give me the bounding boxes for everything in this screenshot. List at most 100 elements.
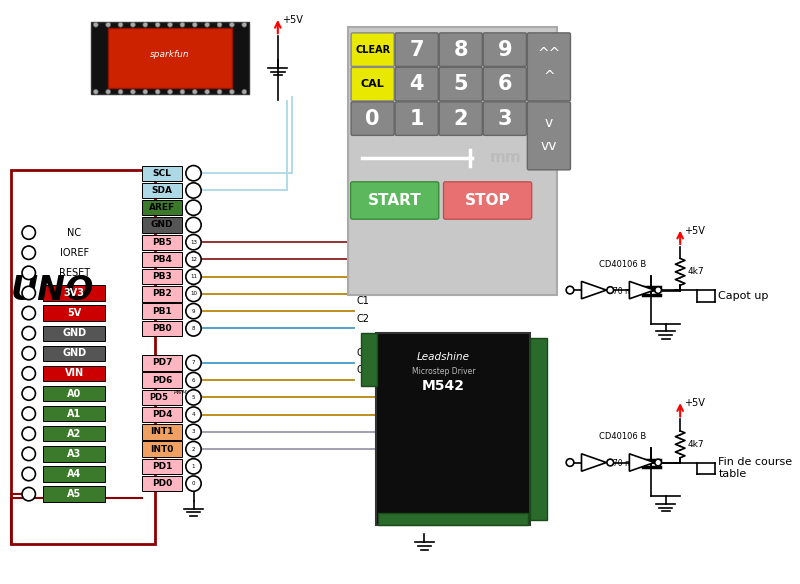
Circle shape [230, 89, 234, 94]
Text: L3: L3 [356, 262, 368, 272]
Bar [378, 513, 528, 525]
Text: 5: 5 [192, 395, 195, 400]
Text: Capot up: Capot up [718, 291, 769, 301]
Circle shape [186, 476, 201, 491]
Bar [142, 286, 182, 301]
Circle shape [22, 447, 35, 461]
Text: IOREF: IOREF [60, 248, 89, 258]
Text: C3: C3 [356, 348, 370, 358]
FancyBboxPatch shape [439, 67, 482, 101]
Circle shape [180, 22, 185, 27]
Text: mm: mm [490, 151, 522, 165]
Text: PWM: PWM [174, 390, 188, 395]
Circle shape [192, 89, 197, 94]
Circle shape [230, 22, 234, 27]
Text: START: START [368, 193, 422, 208]
FancyBboxPatch shape [439, 33, 482, 67]
Text: L4: L4 [356, 279, 368, 289]
Text: 1: 1 [192, 464, 195, 469]
Text: 11: 11 [190, 274, 197, 279]
Text: 2: 2 [454, 109, 468, 128]
Polygon shape [630, 281, 654, 299]
Circle shape [205, 22, 210, 27]
Bar [142, 321, 182, 336]
Bar [43, 446, 106, 461]
Text: GND: GND [62, 328, 86, 338]
Text: vv: vv [541, 138, 557, 152]
Circle shape [186, 373, 201, 388]
Text: 3: 3 [192, 429, 195, 434]
Text: A0: A0 [67, 388, 82, 398]
Circle shape [22, 226, 35, 239]
Text: UNO: UNO [11, 273, 94, 307]
Text: PD7: PD7 [152, 359, 172, 367]
Text: 10: 10 [190, 291, 197, 297]
Bar [348, 27, 557, 295]
Bar [530, 338, 547, 520]
Circle shape [186, 269, 201, 284]
Text: 3V3: 3V3 [64, 288, 85, 298]
Text: PD4: PD4 [152, 410, 172, 419]
Circle shape [186, 458, 201, 474]
Text: CAL: CAL [361, 79, 385, 89]
Circle shape [186, 321, 201, 336]
Bar [142, 424, 182, 440]
Text: AREF: AREF [149, 203, 175, 212]
Text: 8: 8 [454, 40, 468, 60]
Circle shape [217, 89, 222, 94]
Circle shape [566, 458, 574, 467]
Text: 9: 9 [498, 40, 512, 60]
Text: Microstep Driver: Microstep Driver [412, 367, 475, 376]
Text: CD40106 B: CD40106 B [599, 432, 646, 441]
Text: +5V: +5V [282, 15, 302, 25]
Text: GND: GND [150, 220, 173, 230]
Text: A3: A3 [67, 449, 82, 459]
Text: CLEAR: CLEAR [355, 44, 390, 55]
Text: PB0: PB0 [152, 324, 172, 333]
Text: 8: 8 [192, 326, 195, 331]
Circle shape [242, 89, 246, 94]
Text: 470 nf: 470 nf [608, 459, 632, 468]
Text: C1: C1 [356, 296, 370, 307]
Bar [361, 333, 378, 386]
Text: VIN: VIN [65, 369, 84, 378]
Circle shape [186, 235, 201, 250]
Text: 4k7: 4k7 [688, 440, 705, 449]
FancyBboxPatch shape [483, 67, 526, 101]
Circle shape [22, 367, 35, 380]
Text: C4: C4 [356, 366, 370, 376]
Bar [43, 346, 106, 361]
Text: 13: 13 [190, 239, 197, 245]
Text: A1: A1 [67, 409, 82, 419]
Circle shape [186, 390, 201, 405]
Bar [142, 183, 182, 198]
Text: CD40106 B: CD40106 B [599, 260, 646, 269]
Text: INT0: INT0 [150, 444, 174, 454]
Circle shape [607, 287, 614, 293]
Circle shape [143, 22, 148, 27]
Circle shape [22, 246, 35, 259]
Bar [91, 22, 249, 93]
Circle shape [130, 89, 135, 94]
Circle shape [106, 22, 110, 27]
FancyBboxPatch shape [395, 67, 438, 101]
Circle shape [143, 89, 148, 94]
Text: PB1: PB1 [152, 307, 172, 316]
Text: 12: 12 [190, 257, 197, 262]
Text: ^: ^ [543, 69, 554, 84]
Bar [142, 407, 182, 422]
Text: 4: 4 [192, 412, 195, 417]
Bar [11, 171, 155, 544]
Polygon shape [582, 281, 606, 299]
Circle shape [186, 304, 201, 319]
Circle shape [192, 22, 197, 27]
Circle shape [106, 89, 110, 94]
Text: PB5: PB5 [152, 238, 172, 246]
Circle shape [217, 22, 222, 27]
Text: C2: C2 [356, 314, 370, 324]
Text: PB2: PB2 [152, 290, 172, 298]
Bar [43, 325, 106, 341]
Bar [43, 467, 106, 482]
Text: 4: 4 [410, 74, 424, 94]
Text: 4k7: 4k7 [688, 267, 705, 276]
